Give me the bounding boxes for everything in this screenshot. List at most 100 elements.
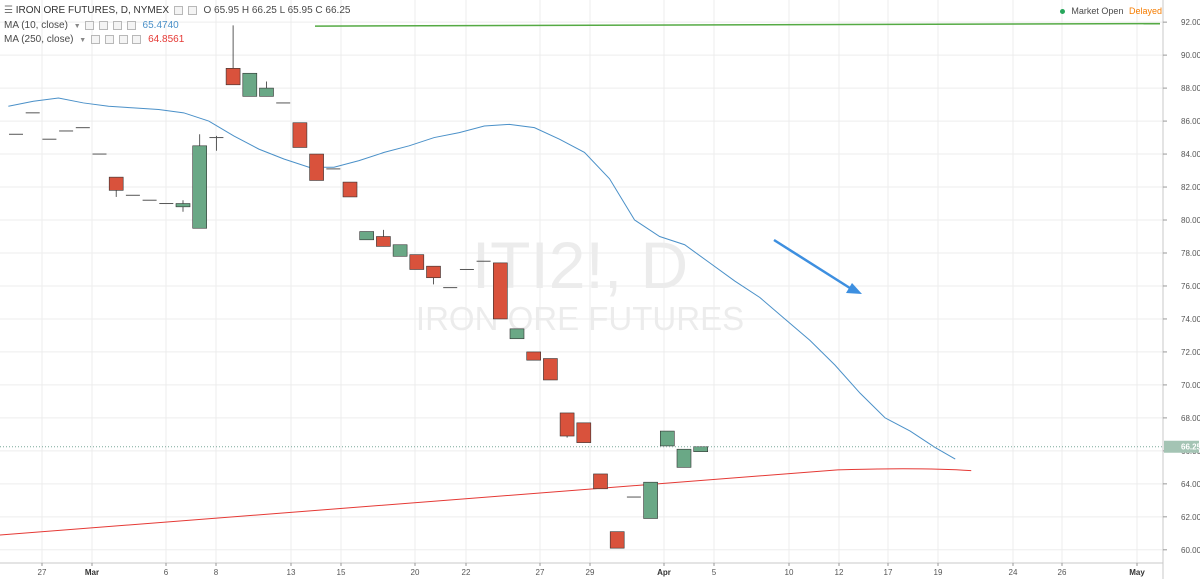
symbol-title[interactable]: IRON ORE FUTURES, D, NYMEX (15, 5, 170, 16)
ma250-legend[interactable]: MA (250, close) ▼ 64.8561 (4, 34, 184, 47)
candle (259, 81, 274, 97)
candle (292, 122, 308, 148)
watermark-symbol: ITI2!, D (472, 228, 688, 302)
candle (108, 176, 124, 197)
candle (693, 446, 709, 452)
price-tick-label: 60.00 (1181, 546, 1200, 555)
candle-body (342, 181, 358, 198)
candle-body (108, 176, 124, 191)
more-icon[interactable] (126, 20, 136, 30)
settings-icon[interactable] (187, 5, 197, 15)
ma250-path (0, 468, 972, 536)
candle-body (526, 351, 542, 361)
time-tick-label: May (1129, 568, 1145, 577)
price-tick-label: 92.00 (1181, 18, 1200, 27)
price-tick-label: 74.00 (1181, 315, 1200, 324)
candles (9, 25, 709, 549)
time-tick-label: 27 (38, 568, 47, 577)
chevron-down-icon[interactable]: ▼ (79, 37, 87, 44)
close-icon[interactable] (118, 34, 128, 44)
price-tick-label: 78.00 (1181, 249, 1200, 258)
candle (342, 181, 358, 198)
ohlc-close: C 66.25 (315, 5, 351, 16)
horizontal-line[interactable] (314, 22, 1161, 27)
ma10-value: 65.4740 (142, 20, 179, 31)
time-tick-label: 22 (462, 568, 471, 577)
time-tick-label: 19 (934, 568, 943, 577)
price-axis[interactable]: 60.0062.0064.0066.0068.0070.0072.0074.00… (1162, 0, 1200, 579)
time-tick-label: 27 (536, 568, 545, 577)
candle (175, 200, 191, 212)
candle-body (492, 262, 508, 320)
price-tick-label: 70.00 (1181, 381, 1200, 390)
last-price-label: 66.25 (1181, 443, 1200, 452)
candle (526, 351, 542, 361)
candle-body (609, 531, 625, 549)
last-price-tag (1164, 440, 1199, 453)
time-axis[interactable]: 27 Mar 6 8 13 15 20 22 27 29 Apr 5 10 12 17 19 24 26 May (0, 562, 1163, 577)
ma10-line (8, 97, 956, 460)
market-status: Market Open Delayed (1059, 6, 1162, 16)
time-tick-label: 10 (785, 568, 794, 577)
price-tick-label: 80.00 (1181, 216, 1200, 225)
trend-arrow-head (846, 283, 862, 294)
candle-body (693, 446, 709, 452)
price-tick-label: 72.00 (1181, 348, 1200, 357)
ma10-legend[interactable]: MA (10, close) ▼ 65.4740 (4, 20, 179, 33)
price-tick-label: 62.00 (1181, 513, 1200, 522)
candle (209, 135, 224, 151)
time-tick-label: 8 (214, 568, 219, 577)
more-icon[interactable] (132, 34, 142, 44)
time-tick-label: Apr (657, 568, 671, 577)
candle-body (593, 473, 608, 490)
time-tick-label: 12 (835, 568, 844, 577)
chevron-down-icon[interactable]: ▼ (73, 23, 81, 30)
time-tick-label: Mar (85, 568, 99, 577)
price-tick-label: 76.00 (1181, 282, 1200, 291)
candle (392, 244, 408, 257)
candle (593, 473, 608, 490)
candle-body (292, 122, 308, 148)
candle-body (409, 254, 425, 270)
settings-icon[interactable] (104, 34, 114, 44)
ohlc-open: O 65.95 (203, 5, 240, 16)
settings-icon[interactable] (99, 20, 109, 30)
candle (359, 231, 375, 241)
candle-body (392, 244, 408, 257)
eye-icon[interactable] (90, 34, 100, 44)
ma250-label[interactable]: MA (250, close) (4, 34, 74, 45)
time-tick-label: 26 (1058, 568, 1067, 577)
time-tick-label: 24 (1009, 568, 1018, 577)
candle-body (242, 72, 258, 97)
close-icon[interactable] (112, 20, 122, 30)
candle (309, 153, 324, 181)
price-tick-label: 84.00 (1181, 150, 1200, 159)
candle (543, 358, 558, 381)
candle-body (509, 328, 525, 340)
candle-body (175, 203, 191, 208)
candle (676, 448, 692, 468)
candle (376, 229, 391, 247)
ohlc-low: L 65.95 (279, 5, 313, 16)
trend-arrow-drawing[interactable] (773, 238, 862, 294)
time-tick-label: 20 (411, 568, 420, 577)
candle-body (309, 153, 324, 181)
candle-body (426, 265, 441, 279)
ma10-label[interactable]: MA (10, close) (4, 20, 68, 31)
candle (509, 328, 525, 340)
eye-icon[interactable] (85, 20, 95, 30)
ma250-line (0, 468, 972, 536)
candle-body (376, 236, 391, 247)
eye-icon[interactable] (173, 5, 183, 15)
menu-icon[interactable]: ☰ (4, 5, 13, 16)
candle-body (225, 68, 241, 86)
price-tick-label: 68.00 (1181, 414, 1200, 423)
time-tick-label: 13 (287, 568, 296, 577)
time-tick-label: 17 (884, 568, 893, 577)
delayed-label: Delayed (1128, 6, 1162, 16)
candle (609, 531, 625, 549)
candle-body (559, 412, 575, 437)
candle (409, 254, 425, 270)
candle-body (359, 231, 375, 241)
